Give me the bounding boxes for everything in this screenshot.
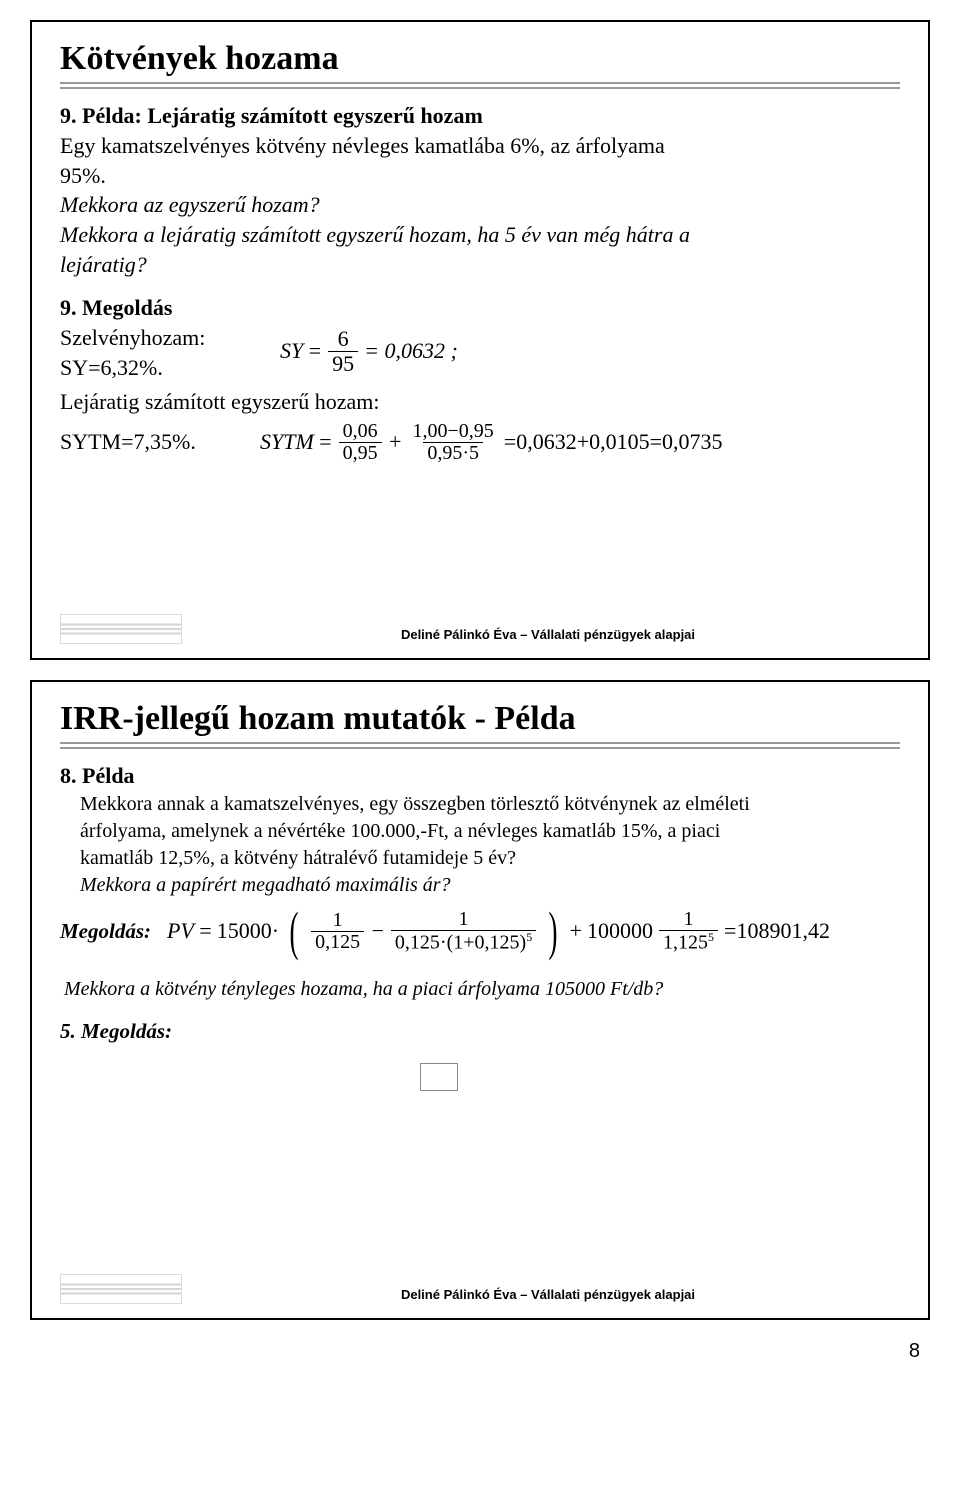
problem-question: Mekkora a kötvény tényleges hozama, ha a… xyxy=(64,976,900,1003)
equals-sign: = xyxy=(198,918,213,944)
numerator: 6 xyxy=(334,327,353,350)
solution-label: Megoldás: xyxy=(60,917,151,945)
solution-label: Szelvényhozam: xyxy=(60,323,240,353)
solution-value: SYTM=7,35%. xyxy=(60,427,230,457)
solution-label: 5. Megoldás: xyxy=(60,1017,900,1045)
numerator: 1 xyxy=(680,909,698,930)
coefficient: 15000· xyxy=(217,918,279,944)
equals-sign: = xyxy=(318,429,333,455)
denominator: 0,95 xyxy=(339,442,382,464)
problem-line: 95%. xyxy=(60,161,900,191)
problem-line: árfolyama, amelynek a névértéke 100.000,… xyxy=(80,818,900,845)
fraction: 0,06 0,95 xyxy=(339,421,382,464)
coefficient: 100000 xyxy=(587,918,653,944)
fraction: 1 0,125·(1+0,125)5 xyxy=(391,909,536,954)
fraction: 1,00−0,95 0,95·5 xyxy=(409,421,498,464)
problem-question: Mekkora a papírért megadható maximális á… xyxy=(80,872,900,899)
formula-rhs: =108901,42 xyxy=(724,918,830,944)
formula-lhs: SYTM xyxy=(260,429,314,455)
title-underline xyxy=(60,742,900,749)
denominator: 1,1255 xyxy=(659,930,718,954)
equals-sign: = xyxy=(307,338,322,364)
pv-formula: PV = 15000· ( 1 0,125 − 1 0,125·(1+0,125… xyxy=(167,909,830,954)
plus-sign: + xyxy=(568,918,583,944)
plus-sign: + xyxy=(388,429,403,455)
example-heading: 9. Példa: Lejáratig számított egyszerű h… xyxy=(60,103,900,129)
problem-question: lejáratig? xyxy=(60,250,900,280)
solution-value: SY=6,32%. xyxy=(60,353,240,383)
building-icon xyxy=(60,614,182,644)
denominator: 95 xyxy=(328,351,358,375)
solution-label: Lejáratig számított egyszerű hozam: xyxy=(60,387,900,417)
numerator: 1 xyxy=(455,909,473,930)
denominator: 0,125·(1+0,125)5 xyxy=(391,930,536,954)
slide-footer: Deliné Pálinkó Éva – Vállalati pénzügyek… xyxy=(60,614,900,644)
denominator: 0,125 xyxy=(311,931,364,953)
minus-sign: − xyxy=(370,918,385,944)
sy-formula: SY = 6 95 = 0,0632 ; xyxy=(280,327,458,374)
problem-line: kamatláb 12,5%, a kötvény hátralévő futa… xyxy=(80,845,900,872)
denominator: 0,95·5 xyxy=(423,442,483,464)
numerator: 1 xyxy=(329,910,347,931)
solution-heading: 9. Megoldás xyxy=(60,295,900,321)
footer-text: Deliné Pálinkó Éva – Vállalati pénzügyek… xyxy=(196,627,900,644)
fraction: 1 1,1255 xyxy=(659,909,718,954)
problem-question: Mekkora az egyszerű hozam? xyxy=(60,190,900,220)
problem-text: Egy kamatszelvényes kötvény névleges kam… xyxy=(60,131,900,279)
sytm-formula: SYTM = 0,06 0,95 + 1,00−0,95 0,95·5 =0,0… xyxy=(260,421,723,464)
page-number: 8 xyxy=(0,1340,920,1363)
left-paren-icon: ( xyxy=(290,910,299,953)
numerator: 1,00−0,95 xyxy=(409,421,498,442)
footer-text: Deliné Pálinkó Éva – Vállalati pénzügyek… xyxy=(196,1287,900,1304)
fraction: 1 0,125 xyxy=(311,910,364,953)
slide2-title: IRR-jellegű hozam mutatók - Példa xyxy=(60,700,900,738)
right-paren-icon: ) xyxy=(549,910,558,953)
example-heading: 8. Példa xyxy=(60,763,900,789)
formula-rhs: = 0,0632 ; xyxy=(364,338,458,364)
slide-1: Kötvények hozama 9. Példa: Lejáratig szá… xyxy=(30,20,930,660)
formula-lhs: SY xyxy=(280,338,303,364)
slide1-title: Kötvények hozama xyxy=(60,40,900,78)
numerator: 0,06 xyxy=(339,421,382,442)
formula-rhs: =0,0632+0,0105=0,0735 xyxy=(504,429,723,455)
problem-line: Mekkora annak a kamatszelvényes, egy öss… xyxy=(80,791,900,818)
fraction: 6 95 xyxy=(328,327,358,374)
slide-footer: Deliné Pálinkó Éva – Vállalati pénzügyek… xyxy=(60,1274,900,1304)
problem-line: Egy kamatszelvényes kötvény névleges kam… xyxy=(60,131,900,161)
placeholder-box xyxy=(420,1063,458,1091)
formula-lhs: PV xyxy=(167,918,194,944)
slide-2: IRR-jellegű hozam mutatók - Példa 8. Pél… xyxy=(30,680,930,1320)
title-underline xyxy=(60,82,900,89)
problem-text: Mekkora annak a kamatszelvényes, egy öss… xyxy=(80,791,900,899)
problem-question: Mekkora a lejáratig számított egyszerű h… xyxy=(60,220,900,250)
building-icon xyxy=(60,1274,182,1304)
